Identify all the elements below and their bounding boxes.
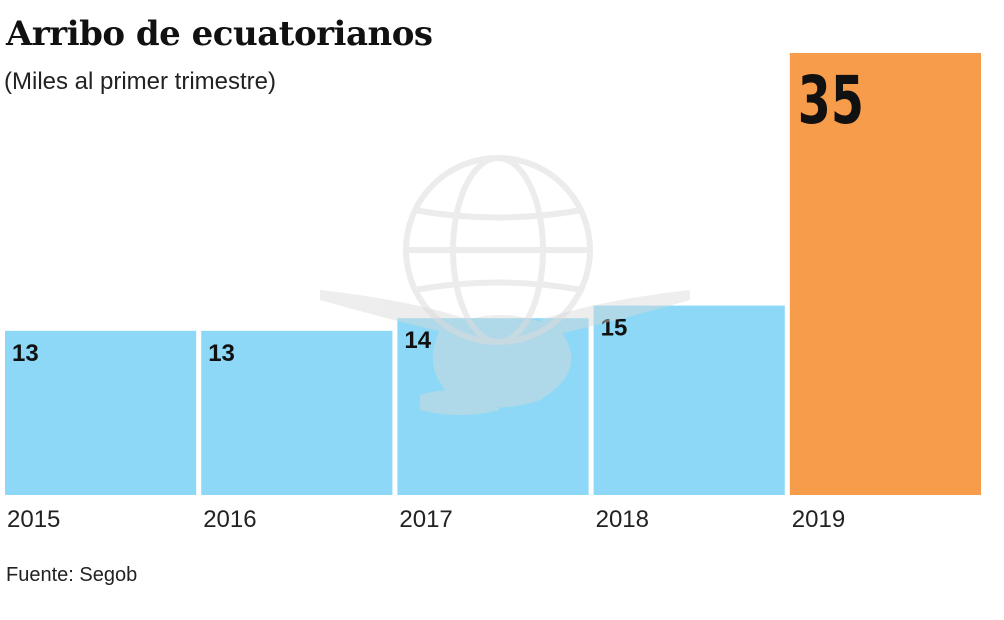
chart-title: Arribo de ecuatorianos — [6, 14, 433, 54]
bar-2019 — [789, 53, 981, 495]
data-label-2016: 13 — [208, 340, 235, 367]
source-note: Fuente: Segob — [6, 564, 138, 586]
bar-2015 — [5, 330, 197, 495]
data-label-2019: 35 — [798, 62, 864, 139]
bar-2017 — [397, 318, 589, 495]
data-label-2018: 15 — [601, 315, 628, 342]
data-label-2015: 13 — [12, 340, 39, 367]
bar-2016 — [201, 330, 393, 495]
x-tick-label-2019: 2019 — [792, 506, 845, 533]
data-label-2017: 14 — [404, 327, 431, 354]
x-tick-label-2016: 2016 — [203, 506, 256, 533]
x-tick-label-2015: 2015 — [7, 506, 60, 533]
x-tick-label-2018: 2018 — [596, 506, 649, 533]
chart-subtitle: (Miles al primer trimestre) — [4, 68, 277, 95]
bar-2018 — [593, 305, 785, 495]
ticks-layer: 2015 2016 2017 2018 2019 — [7, 506, 845, 533]
labels-layer: 13 13 14 15 35 — [12, 62, 864, 367]
x-tick-label-2017: 2017 — [399, 506, 452, 533]
bars-layer — [5, 53, 981, 495]
